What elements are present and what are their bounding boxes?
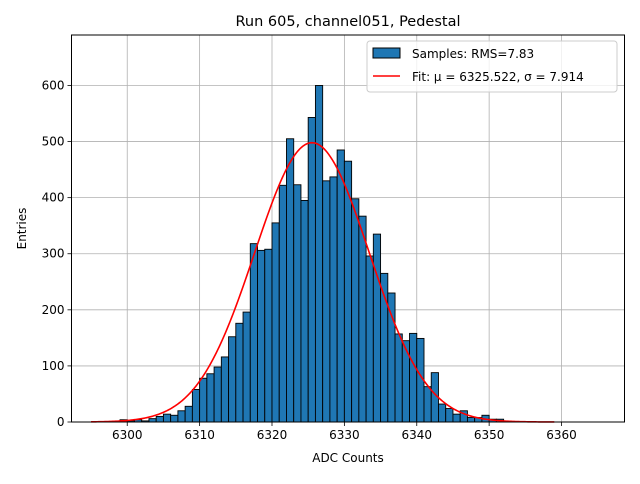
y-tick-label: 400 <box>42 191 65 205</box>
y-tick-label: 0 <box>57 415 65 429</box>
plot-frame <box>71 34 625 423</box>
legend: Samples: RMS=7.83 Fit: μ = 6325.522, σ =… <box>366 40 618 93</box>
histogram-bar <box>322 180 331 423</box>
chart-title: Run 605, channel051, Pedestal <box>235 14 460 30</box>
histogram-bar <box>286 138 295 423</box>
histogram-bar <box>438 403 447 423</box>
histogram-bar <box>184 405 193 423</box>
x-axis-label: ADC Counts <box>312 451 384 465</box>
histogram-bar <box>249 243 258 423</box>
histogram-bars <box>119 85 505 423</box>
y-tick-label: 300 <box>42 247 65 261</box>
x-tick-label: 6320 <box>257 428 288 442</box>
legend-samples-label: Samples: RMS=7.83 <box>412 47 534 61</box>
x-tick-label: 6300 <box>112 428 143 442</box>
y-tick-label: 200 <box>42 303 65 317</box>
x-tick-label: 6330 <box>329 428 360 442</box>
histogram-bar <box>257 249 266 423</box>
histogram-bar <box>148 418 157 423</box>
x-tick-label: 6360 <box>546 428 577 442</box>
histogram-bar <box>466 417 476 423</box>
y-tick-label: 600 <box>42 78 65 92</box>
histogram-bar <box>199 377 208 423</box>
histogram-bar <box>213 366 222 423</box>
histogram-bar <box>329 176 338 423</box>
histogram-bar <box>452 413 461 423</box>
y-axis-label: Entries <box>15 208 29 250</box>
legend-box <box>366 40 618 93</box>
histogram-bar <box>191 389 201 423</box>
x-tick-label: 6310 <box>184 428 215 442</box>
histogram-bar <box>235 322 244 423</box>
histogram-bar <box>358 215 367 423</box>
x-tick-label: 6340 <box>401 428 432 442</box>
histogram-bar <box>300 200 309 423</box>
histogram-bar <box>314 85 324 423</box>
histogram-bar <box>271 222 280 423</box>
legend-samples-swatch <box>372 47 401 59</box>
histogram-bar <box>206 373 215 423</box>
histogram-bar <box>170 414 179 423</box>
histogram-bar <box>307 116 316 423</box>
y-tick-label: 500 <box>42 135 65 149</box>
x-axis: 6300 6310 6320 6330 6340 6350 6360 <box>112 422 577 442</box>
histogram-bar <box>220 356 230 423</box>
histogram-bar <box>372 233 382 423</box>
histogram-bar <box>228 336 237 423</box>
histogram-bar <box>445 408 454 423</box>
histogram-bar <box>394 333 403 423</box>
histogram-bar <box>162 413 172 423</box>
histogram-bar <box>423 386 432 423</box>
fit-curve <box>91 141 555 423</box>
histogram-bar <box>155 415 164 423</box>
histogram-bar <box>278 184 287 423</box>
y-axis: 0 100 200 300 400 500 600 <box>42 78 72 429</box>
histogram-bar <box>365 255 374 423</box>
histogram-bar <box>264 248 273 423</box>
x-tick-label: 6350 <box>474 428 505 442</box>
histogram-bar <box>351 198 360 423</box>
legend-fit-label: Fit: μ = 6325.522, σ = 7.914 <box>412 70 584 84</box>
histogram-bar <box>387 292 396 423</box>
histogram-bar <box>242 311 251 423</box>
y-tick-label: 100 <box>42 359 65 373</box>
histogram-bar <box>336 149 345 423</box>
histogram-bar <box>409 332 418 423</box>
histogram-bar <box>293 184 302 423</box>
histogram-bar <box>177 410 186 423</box>
